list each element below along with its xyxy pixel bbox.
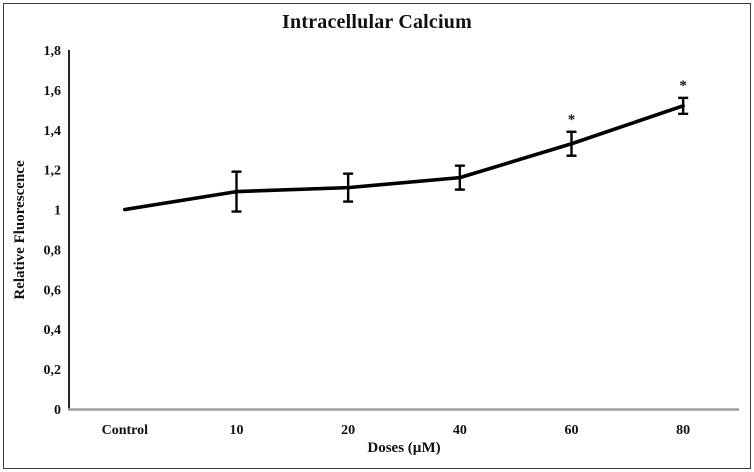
x-tick-label: 20: [341, 423, 355, 438]
x-tick-label: 10: [230, 423, 244, 438]
x-axis-title: Doses (µM): [367, 440, 441, 456]
significance-marker: *: [679, 78, 687, 94]
y-tick-label: 1: [54, 204, 61, 219]
y-tick-label: 1,4: [44, 124, 62, 139]
data-line: [123, 104, 685, 212]
x-tick-label: 40: [453, 423, 467, 438]
x-tick-label: 60: [565, 423, 579, 438]
significance-marker: *: [568, 112, 576, 128]
y-tick-label: 1,8: [44, 44, 62, 59]
y-tick-label: 1,2: [44, 164, 62, 179]
y-tick-label: 0,6: [44, 283, 62, 298]
y-tick-label: 0,2: [44, 363, 62, 378]
y-tick-label: 0,4: [44, 323, 62, 338]
y-tick-label: 0: [54, 403, 61, 418]
x-tick-label: 80: [676, 423, 690, 438]
y-tick-label: 0,8: [44, 243, 62, 258]
y-tick-label: 1,6: [44, 84, 62, 99]
x-tick-label: Control: [102, 423, 149, 438]
chart-title: Intracellular Calcium: [282, 11, 472, 33]
